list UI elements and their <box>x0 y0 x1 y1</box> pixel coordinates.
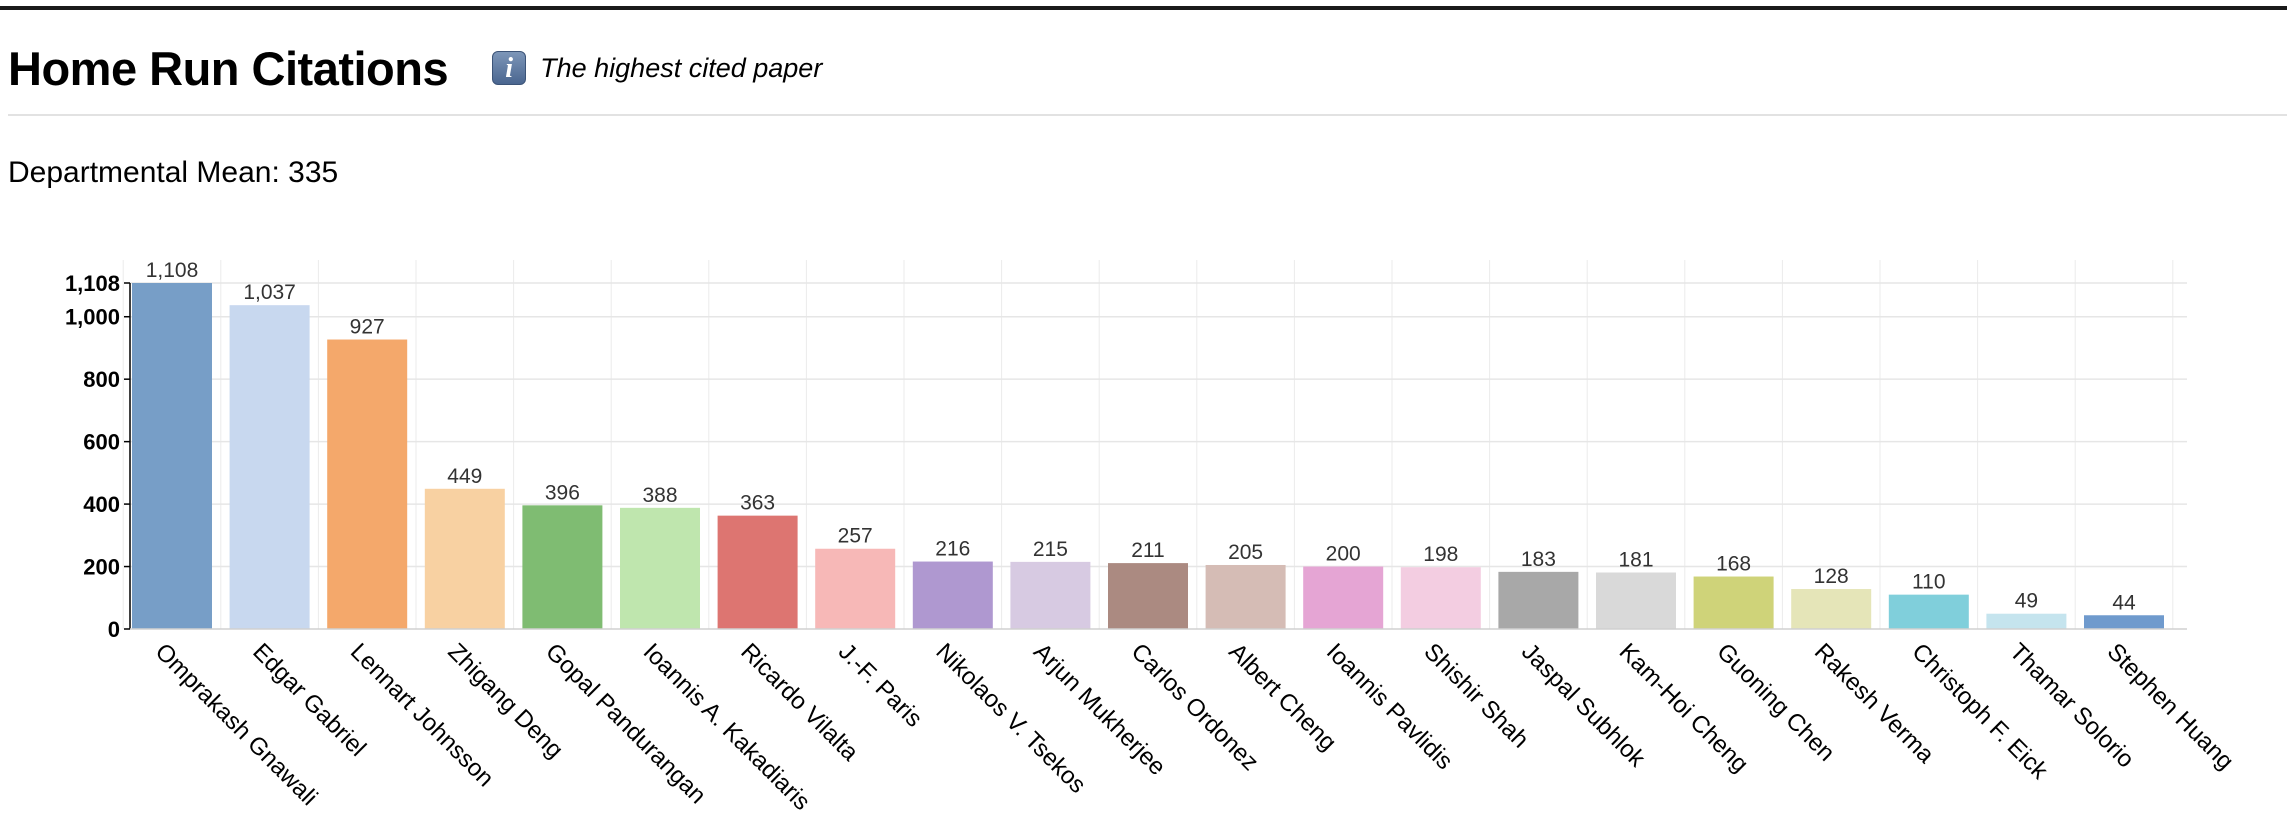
bar <box>1791 589 1872 629</box>
bar <box>1400 567 1481 629</box>
bar <box>1596 572 1676 629</box>
bar <box>815 548 896 629</box>
x-category-label: Ioannis A. Kakadiaris <box>638 638 816 813</box>
subtitle: The highest cited paper <box>540 52 823 83</box>
bar <box>1888 594 1969 629</box>
bar-value-label: 1,037 <box>243 281 296 304</box>
bar <box>522 505 603 629</box>
bar-value-label: 44 <box>2112 591 2136 614</box>
bar-value-label: 198 <box>1423 543 1458 566</box>
bar <box>229 305 310 629</box>
y-tick-label: 400 <box>83 492 120 517</box>
bar <box>327 339 408 629</box>
bar-value-label: 211 <box>1131 539 1164 562</box>
x-category-label: Gopal Pandurangan <box>540 638 711 809</box>
bar <box>1986 613 2067 629</box>
bar-value-label: 128 <box>1814 565 1849 588</box>
bar-value-label: 110 <box>1912 571 1945 594</box>
bar-value-label: 927 <box>350 316 385 339</box>
bar <box>1205 564 1286 629</box>
bar-value-label: 216 <box>935 538 970 561</box>
header: Home Run Citations i The highest cited p… <box>8 38 822 98</box>
y-tick-label: 1,108 <box>65 271 120 296</box>
bar-value-label: 257 <box>838 525 873 548</box>
bar-value-label: 183 <box>1521 548 1556 571</box>
bar <box>1693 576 1774 629</box>
top-border <box>0 6 2287 10</box>
departmental-mean: Departmental Mean: 335 <box>8 156 339 189</box>
y-tick-label: 200 <box>83 555 120 580</box>
x-category-label: Omprakash Gnawali <box>150 638 323 811</box>
bar-value-label: 181 <box>1618 548 1653 571</box>
y-tick-label: 0 <box>108 617 120 642</box>
bar-value-label: 396 <box>545 481 580 504</box>
bar <box>1303 566 1384 629</box>
bar <box>620 507 700 629</box>
info-icon[interactable]: i <box>492 51 527 85</box>
y-tick-label: 600 <box>83 430 120 455</box>
bar-value-label: 200 <box>1326 543 1361 566</box>
bar <box>424 488 505 629</box>
bar <box>1108 563 1188 629</box>
header-divider <box>8 114 2287 116</box>
bar-value-label: 168 <box>1716 553 1751 576</box>
y-tick-label: 800 <box>83 367 120 392</box>
bar-value-label: 449 <box>447 465 482 488</box>
bar-value-label: 215 <box>1033 538 1068 561</box>
bar <box>1010 561 1091 629</box>
page-title: Home Run Citations <box>8 41 449 95</box>
bar-value-label: 363 <box>740 492 775 515</box>
x-category-label: J.-F. Paris <box>833 638 928 733</box>
bar-value-label: 1,108 <box>146 259 199 282</box>
bar <box>2084 615 2164 629</box>
citation-bar-chart: 0 200 400 600 800 1,000 1,108 1,108 Omprakash Gn… <box>65 259 2239 813</box>
bar-value-label: 205 <box>1228 541 1263 564</box>
bar <box>1498 571 1579 629</box>
bar-value-label: 388 <box>642 484 677 507</box>
y-tick-label: 1,000 <box>65 305 120 330</box>
bar <box>912 561 993 629</box>
bar <box>717 515 798 629</box>
bar-value-label: 49 <box>2015 590 2038 613</box>
bar <box>132 283 212 629</box>
